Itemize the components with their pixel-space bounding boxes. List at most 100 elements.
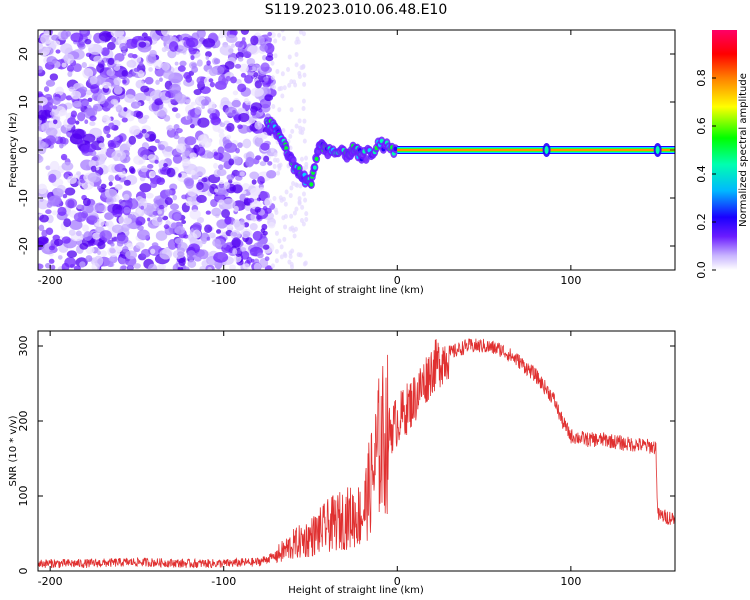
signal-core [393, 146, 398, 152]
noise-blob [161, 166, 167, 172]
noise-blob [256, 241, 264, 248]
noise-blob [185, 99, 191, 104]
noise-blob [148, 67, 153, 72]
noise-blob [199, 265, 206, 270]
noise-blob [225, 106, 238, 117]
noise-blob [163, 162, 168, 168]
noise-blob [106, 69, 115, 77]
noise-blob [119, 42, 128, 51]
noise-blob-faint [286, 66, 291, 72]
noise-blob [121, 117, 128, 123]
noise-blob [148, 170, 156, 178]
noise-blob [72, 100, 82, 108]
noise-blob-faint [279, 254, 284, 260]
noise-blob [38, 109, 48, 121]
noise-blob-faint [304, 155, 309, 161]
noise-blob [239, 218, 245, 226]
noise-blob [205, 55, 210, 61]
noise-blob [206, 236, 211, 241]
noise-blob [158, 109, 166, 119]
noise-blob [140, 165, 148, 173]
noise-blob [231, 237, 241, 248]
noise-blob [153, 59, 163, 70]
noise-blob-faint [290, 248, 295, 254]
noise-blob [247, 197, 255, 203]
noise-blob [154, 159, 159, 164]
spectrogram-ytick-label: -20 [17, 237, 30, 255]
noise-blob [68, 86, 76, 92]
noise-blob [173, 213, 182, 221]
spectrogram-xtick-label: 0 [394, 274, 401, 287]
noise-blob [111, 36, 117, 43]
noise-blob [52, 105, 58, 110]
noise-blob [146, 164, 154, 169]
noise-blob-faint [289, 107, 294, 113]
noise-blob [156, 177, 166, 185]
noise-blob [82, 133, 96, 143]
noise-blob [263, 76, 269, 82]
noise-blob [136, 208, 143, 215]
noise-blob [124, 94, 136, 103]
noise-blob [227, 224, 234, 229]
noise-blob [229, 186, 235, 192]
noise-blob-faint [304, 164, 309, 170]
noise-blob [140, 205, 145, 210]
noise-blob [172, 249, 185, 259]
noise-blob [89, 115, 97, 122]
noise-blob [240, 72, 246, 78]
noise-blob [238, 112, 250, 123]
noise-blob-faint [301, 221, 306, 227]
spectrogram-ytick-label: 10 [17, 95, 30, 109]
noise-blob [254, 120, 263, 130]
noise-blob [96, 63, 105, 73]
noise-blob [162, 70, 175, 80]
noise-blob [231, 43, 235, 48]
noise-blob-faint [293, 82, 298, 88]
noise-blob-faint [274, 248, 279, 254]
colorbar-tick-label: 0.6 [695, 117, 708, 135]
noise-blob [114, 60, 120, 65]
noise-blob [185, 74, 193, 83]
noise-blob [241, 190, 247, 195]
noise-blob [226, 34, 238, 44]
noise-blob [237, 124, 243, 130]
noise-blob [154, 98, 164, 106]
noise-blob [170, 222, 178, 230]
noise-blob [137, 70, 145, 78]
signal-core [364, 157, 369, 162]
noise-blob [73, 82, 81, 90]
noise-blob [133, 67, 140, 72]
noise-blob [261, 223, 268, 230]
noise-blob [148, 145, 157, 153]
noise-blob-faint [275, 157, 280, 163]
noise-blob-faint [288, 253, 293, 259]
noise-blob [211, 207, 222, 217]
noise-blob [108, 181, 113, 187]
noise-blob [144, 76, 154, 85]
noise-blob [177, 242, 188, 252]
signal-core [309, 182, 314, 187]
noise-blob-faint [300, 130, 305, 136]
noise-blob [185, 178, 194, 189]
noise-blob [172, 89, 179, 95]
noise-blob [250, 109, 257, 116]
noise-blob [242, 263, 250, 270]
noise-blob [163, 151, 172, 158]
noise-blob [225, 75, 231, 82]
noise-blob [205, 210, 211, 215]
noise-blob [88, 159, 96, 167]
noise-blob [48, 173, 57, 183]
noise-blob [219, 44, 234, 56]
noise-blob [237, 56, 244, 62]
noise-blob [49, 195, 62, 206]
noise-blob [231, 99, 242, 108]
noise-blob-faint [301, 64, 306, 70]
noise-blob-faint [303, 197, 308, 203]
noise-blob [161, 62, 170, 71]
noise-blob-faint [280, 93, 285, 99]
noise-blob-faint [301, 105, 306, 111]
noise-blob [187, 189, 198, 197]
noise-blob-faint [290, 264, 295, 270]
noise-blob [38, 263, 44, 270]
noise-blob [61, 155, 67, 160]
